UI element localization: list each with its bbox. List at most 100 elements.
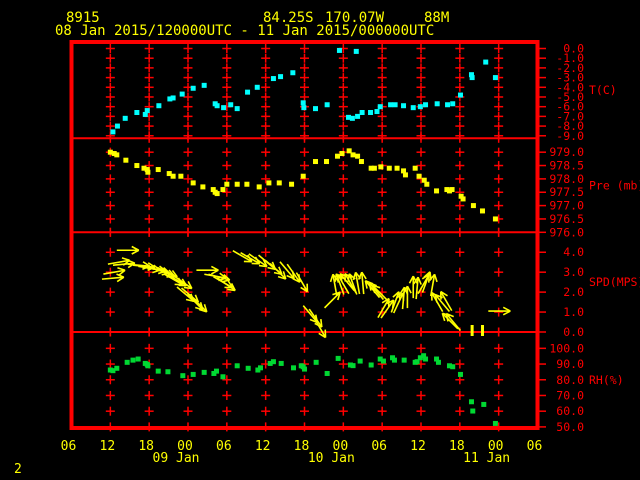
temperature-point: [142, 111, 148, 117]
svg-text:06: 06: [61, 439, 77, 454]
calm-wind-bar: [470, 325, 474, 336]
pressure-point: [335, 153, 341, 159]
svg-text:3.0: 3.0: [563, 265, 584, 279]
rh-point: [180, 373, 186, 379]
svg-text:12: 12: [255, 439, 271, 454]
svg-text:978.0: 978.0: [549, 172, 584, 186]
rh-point: [255, 367, 261, 373]
rh-point: [380, 358, 386, 364]
wind-arrow: [488, 306, 511, 316]
rh-point: [368, 362, 374, 368]
pressure-point: [166, 171, 172, 177]
rh-point: [165, 369, 171, 375]
rh-point: [423, 356, 429, 362]
rh-point: [457, 371, 463, 377]
pressure-point: [492, 216, 498, 222]
svg-text:976.0: 976.0: [549, 225, 584, 239]
pressure-point: [444, 187, 450, 193]
pressure-point: [412, 165, 418, 171]
svg-text:0.0: 0.0: [563, 41, 584, 55]
rh-point: [211, 370, 217, 376]
wind-arrow: [371, 284, 389, 302]
station-id: 8915: [66, 10, 100, 26]
pressure-point: [144, 167, 150, 173]
rh-point: [270, 359, 276, 365]
svg-text:-7.0: -7.0: [556, 109, 584, 123]
svg-text:100.0: 100.0: [549, 341, 584, 355]
pressure-series: [107, 148, 498, 222]
temperature-point: [122, 115, 128, 121]
svg-text:80.0: 80.0: [556, 373, 584, 387]
temperature-point: [355, 113, 361, 119]
wind-arrow: [269, 262, 287, 280]
pressure-point: [313, 159, 319, 165]
pressure-point: [470, 203, 476, 209]
wind-arrow: [368, 281, 385, 301]
rh-point: [257, 365, 263, 371]
wind-arrow: [313, 318, 327, 339]
rh-point: [245, 365, 251, 371]
station-elevation: 88M: [424, 10, 450, 26]
temperature-point: [228, 102, 234, 108]
rh-point: [201, 369, 207, 375]
wind-arrow: [429, 273, 438, 297]
pressure-point: [234, 181, 240, 187]
svg-text:-8.0: -8.0: [556, 119, 584, 133]
svg-text:50.0: 50.0: [556, 420, 584, 434]
wind-arrow: [402, 285, 412, 309]
wind-arrow: [101, 273, 125, 283]
pressure-point: [123, 157, 129, 163]
pressure-point: [141, 165, 147, 171]
wind-arrow: [196, 265, 219, 275]
wind-arrow: [329, 273, 339, 297]
svg-text:SPD(MPS): SPD(MPS): [589, 275, 640, 289]
rh-point: [414, 359, 420, 365]
pressure-point: [460, 196, 466, 202]
rh-series: [107, 353, 498, 426]
wind-arrow: [173, 275, 193, 290]
pressure-point: [368, 165, 374, 171]
pressure-point: [276, 180, 282, 186]
temperature-point: [377, 104, 383, 110]
pressure-point: [107, 149, 113, 155]
wind-arrow: [295, 272, 309, 293]
pressure-point: [378, 164, 384, 170]
temperature-point: [450, 101, 456, 107]
temperature-point: [359, 110, 365, 116]
temperature-point: [401, 103, 407, 109]
rh-point: [357, 358, 363, 364]
svg-text:976.5: 976.5: [549, 212, 584, 226]
rh-point: [470, 408, 476, 414]
rh-point: [401, 357, 407, 363]
pressure-point: [244, 181, 250, 187]
temperature-point: [245, 89, 251, 95]
temperature-point: [234, 106, 240, 112]
pressure-point: [114, 152, 120, 158]
svg-text:-5.0: -5.0: [556, 90, 584, 104]
rh-point: [190, 371, 196, 377]
temperature-point: [434, 101, 440, 107]
svg-text:12: 12: [410, 439, 426, 454]
rh-point: [350, 363, 356, 369]
rh-point: [290, 365, 296, 371]
rh-point: [391, 357, 397, 363]
rh-point: [450, 364, 456, 370]
svg-text:06: 06: [527, 439, 543, 454]
plot-frame: [69, 40, 540, 430]
pressure-point: [134, 163, 140, 169]
rh-point: [278, 360, 284, 366]
temperature-point: [469, 75, 475, 81]
rh-point: [135, 356, 141, 362]
svg-text:90.0: 90.0: [556, 357, 584, 371]
temperature-point: [301, 105, 307, 111]
wind-arrow: [413, 276, 422, 300]
wind_speed-series: [101, 245, 511, 339]
svg-text:T(C): T(C): [589, 83, 617, 97]
svg-text:70.0: 70.0: [556, 388, 584, 402]
pressure-point: [289, 181, 295, 187]
svg-text:RH(%): RH(%): [589, 373, 624, 387]
pressure-point: [402, 172, 408, 178]
temperature-point: [483, 59, 489, 65]
svg-text:-2.0: -2.0: [556, 61, 584, 75]
wind-arrow: [323, 291, 341, 309]
